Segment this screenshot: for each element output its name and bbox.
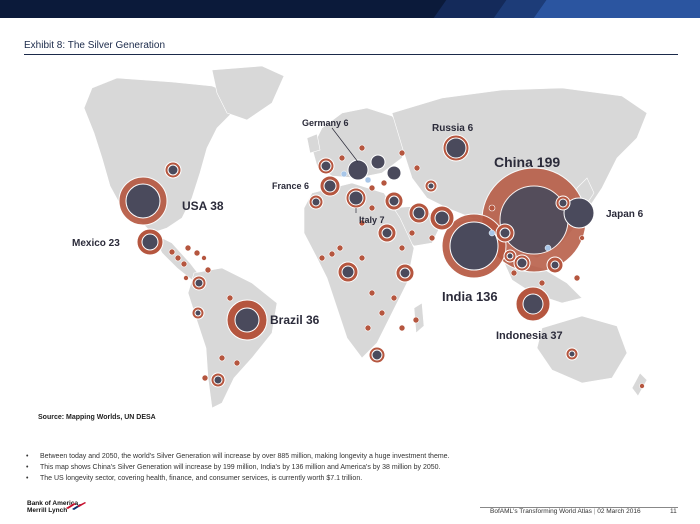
label-usa: USA 38: [182, 199, 224, 213]
logo-line2: Merrill Lynch: [27, 507, 68, 514]
bubble-japan: [563, 197, 595, 229]
footer-divider: [480, 507, 678, 508]
bullet-list: Between today and 2050, the world's Silv…: [24, 451, 664, 484]
label-india: India 136: [442, 289, 498, 304]
bubble-poland: [370, 154, 386, 170]
header-bar: [0, 0, 700, 18]
bullet-item: This map shows China's Silver Generation…: [24, 462, 664, 473]
label-brazil: Brazil 36: [270, 313, 320, 327]
publication-date: 02 March 2016: [597, 508, 641, 515]
highlight-dots: [340, 170, 552, 252]
page-number: 11: [670, 508, 677, 515]
map-source: Source: Mapping Worlds, UN DESA: [38, 414, 156, 421]
land-uk: [306, 133, 321, 154]
land-greenland: [211, 65, 285, 121]
bullet-item: The US longevity sector, covering health…: [24, 473, 664, 484]
label-italy: Italy 7: [359, 215, 385, 225]
label-china: China 199: [494, 154, 560, 170]
label-indonesia: Indonesia 37: [496, 330, 563, 342]
land-madagascar: [413, 302, 425, 334]
title-divider: [24, 54, 678, 55]
label-germany: Germany 6: [302, 118, 349, 128]
company-logo: Bank of America Merrill Lynch: [27, 500, 78, 514]
footer-text: BofAML's Transforming World Atlas | 02 M…: [490, 508, 641, 515]
bullet-item: Between today and 2050, the world's Silv…: [24, 451, 664, 462]
population-bubbles: [118, 134, 595, 388]
label-japan: Japan 6: [606, 209, 644, 220]
bubble-germany: [347, 159, 369, 181]
exhibit-title: Exhibit 8: The Silver Generation: [24, 40, 166, 51]
label-mexico: Mexico 23: [72, 238, 120, 249]
flag-icon: [66, 502, 86, 510]
logo-line1: Bank of America: [27, 500, 79, 507]
publication-name: BofAML's Transforming World Atlas: [490, 508, 592, 515]
label-france: France 6: [272, 181, 309, 191]
label-russia: Russia 6: [432, 123, 474, 134]
world-map: USA 38 Mexico 23 Brazil 36 Germany 6 Rus…: [22, 58, 672, 430]
leader-lines: [331, 127, 359, 213]
bubble-ukraine: [386, 165, 402, 181]
land-australia: [536, 315, 628, 384]
land-new-zealand: [631, 372, 648, 397]
small-bubbles: [168, 144, 645, 389]
